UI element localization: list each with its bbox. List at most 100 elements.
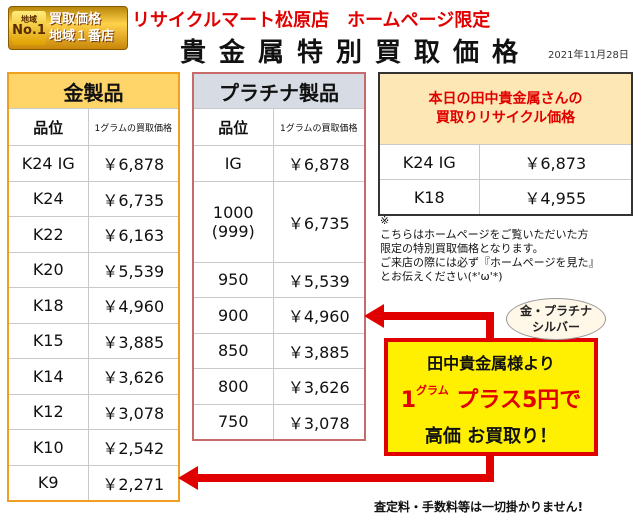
arrow-upper-head-icon xyxy=(364,304,384,328)
promo-line1: 田中貴金属様より xyxy=(427,354,555,373)
gold-grade: K15 xyxy=(7,322,89,359)
platinum-col-price: 1グラムの買取価格 xyxy=(272,108,366,146)
note-line4: とお伝えください(*'ω'*) xyxy=(380,270,503,283)
table-row: K18 ￥4,955 xyxy=(378,179,633,216)
platinum-grade: IG xyxy=(192,145,274,182)
platinum-price: ￥6,878 xyxy=(272,145,366,182)
badge-text: 買取価格 地域１番店 xyxy=(49,11,114,45)
table-row: K18 ￥4,960 xyxy=(7,287,180,324)
arrow-upper-shaft xyxy=(382,312,494,320)
gold-grade: K12 xyxy=(7,393,89,430)
gold-price: ￥3,885 xyxy=(87,322,180,359)
metal-bubble: 金・プラチナ シルバー xyxy=(506,298,606,340)
platinum-col-grade: 品位 xyxy=(192,108,274,146)
promo-box: 田中貴金属様より 1グラム プラス5円で 高価 お買取り！ xyxy=(384,338,598,456)
gold-price: ￥4,960 xyxy=(87,287,180,324)
platinum-grade: 800 xyxy=(192,368,274,405)
tanaka-price: ￥6,873 xyxy=(478,144,633,180)
table-row: IG ￥6,878 xyxy=(192,145,366,182)
gold-grade: K20 xyxy=(7,251,89,288)
table-row: K9 ￥2,271 xyxy=(7,464,180,502)
platinum-grade: 900 xyxy=(192,297,274,334)
gold-grade: K18 xyxy=(7,287,89,324)
gold-col-price: 1グラムの買取価格 xyxy=(87,108,180,146)
platinum-grade: 850 xyxy=(192,332,274,369)
promo-gram-number: 1 xyxy=(400,388,417,413)
platinum-grade: 750 xyxy=(192,403,274,441)
bubble-line1: 金・プラチナ xyxy=(519,304,592,318)
promo-line3: 高価 お買取り！ xyxy=(424,426,558,447)
price-date: 2021年11月28日 xyxy=(548,50,629,61)
table-row: K22 ￥6,163 xyxy=(7,216,180,253)
platinum-price: ￥5,539 xyxy=(272,261,366,298)
gold-grade: K24 IG xyxy=(7,145,89,182)
footer-note: 査定料・手数料等は一切掛かりません! xyxy=(374,500,584,514)
platinum-grade: 950 xyxy=(192,261,274,298)
table-row: 900 ￥4,960 xyxy=(192,297,366,334)
gold-price: ￥6,878 xyxy=(87,145,180,182)
platinum-price: ￥3,078 xyxy=(272,403,366,441)
badge-line2: 地域１番店 xyxy=(49,29,115,44)
tanaka-title-line2: 買取りリサイクル価格 xyxy=(435,110,576,126)
note-line1: こちらはホームページをご覧いただいた方 xyxy=(380,228,589,241)
no1-badge: 地域 No.1 買取価格 地域１番店 xyxy=(8,6,128,50)
gold-table-title: 金製品 xyxy=(7,72,180,109)
table-row: K24 IG ￥6,878 xyxy=(7,145,180,182)
promo-gram-unit: グラム xyxy=(416,384,449,397)
tanaka-grade: K24 IG xyxy=(378,144,480,180)
platinum-table-title: プラチナ製品 xyxy=(192,72,366,109)
gold-grade: K10 xyxy=(7,429,89,466)
table-row: K15 ￥3,885 xyxy=(7,322,180,359)
table-row: K20 ￥5,539 xyxy=(7,251,180,288)
gold-price-table: 金製品 品位 1グラムの買取価格 K24 IG ￥6,878 K24 ￥6,735 … xyxy=(7,72,180,502)
platinum-grade: 1000 (999) xyxy=(192,180,274,263)
platinum-price-table: プラチナ製品 品位 1グラムの買取価格 IG ￥6,878 1000 (999) ￥… xyxy=(192,72,366,441)
gold-grade: K14 xyxy=(7,358,89,395)
gold-grade: K24 xyxy=(7,180,89,217)
note-line2: 限定の特別買取価格となります。 xyxy=(380,242,544,255)
gold-grade: K9 xyxy=(7,464,89,502)
badge-area-label: 地域 xyxy=(21,15,37,24)
gold-col-grade: 品位 xyxy=(7,108,89,146)
table-row: 1000 (999) ￥6,735 xyxy=(192,180,366,263)
table-row: 750 ￥3,078 xyxy=(192,403,366,441)
table-row: 850 ￥3,885 xyxy=(192,332,366,369)
promo-plus-text: プラス5円で xyxy=(448,388,582,413)
platinum-price: ￥3,885 xyxy=(272,332,366,369)
page-title: 貴金属特別買取価格 xyxy=(180,38,532,68)
table-row: K14 ￥3,626 xyxy=(7,358,180,395)
tanaka-grade: K18 xyxy=(378,179,480,216)
platinum-price: ￥6,735 xyxy=(272,180,366,263)
promo-line2: 1グラム プラス5円で xyxy=(388,382,594,414)
platinum-price: ￥4,960 xyxy=(272,297,366,334)
note-line3: ご来店の際には必ず『ホームページを見た』 xyxy=(380,256,600,269)
table-row: K24 ￥6,735 xyxy=(7,180,180,217)
arrow-upper-stem xyxy=(486,312,494,340)
arrow-lower-head-icon xyxy=(178,466,198,490)
arrow-lower-shaft xyxy=(196,474,494,482)
gold-price: ￥2,271 xyxy=(87,464,180,502)
gold-price: ￥2,542 xyxy=(87,429,180,466)
gold-grade: K22 xyxy=(7,216,89,253)
table-row: K10 ￥2,542 xyxy=(7,429,180,466)
tanaka-price-table: 本日の田中貴金属さんの 買取りリサイクル価格 K24 IG ￥6,873 K18 ￥… xyxy=(378,72,633,216)
table-row: K12 ￥3,078 xyxy=(7,393,180,430)
tanaka-table-title: 本日の田中貴金属さんの 買取りリサイクル価格 xyxy=(378,72,633,145)
gold-price: ￥3,078 xyxy=(87,393,180,430)
tanaka-title-line1: 本日の田中貴金属さんの xyxy=(428,91,583,107)
tanaka-price: ￥4,955 xyxy=(478,179,633,216)
gold-price: ￥6,163 xyxy=(87,216,180,253)
arrow-lower-stem xyxy=(486,454,494,482)
table-row: 800 ￥3,626 xyxy=(192,368,366,405)
badge-line1: 買取価格 xyxy=(49,12,102,27)
table-row: K24 IG ￥6,873 xyxy=(378,144,633,180)
platinum-price: ￥3,626 xyxy=(272,368,366,405)
gold-price: ￥3,626 xyxy=(87,358,180,395)
no1-mark: 地域 No.1 xyxy=(12,11,46,45)
note-mark: ※ xyxy=(380,214,390,227)
store-title: リサイクルマート松原店 ホームページ限定 xyxy=(132,10,491,31)
gold-price: ￥6,735 xyxy=(87,180,180,217)
table-row: 950 ￥5,539 xyxy=(192,261,366,298)
bubble-line2: シルバー xyxy=(531,320,580,334)
gold-price: ￥5,539 xyxy=(87,251,180,288)
